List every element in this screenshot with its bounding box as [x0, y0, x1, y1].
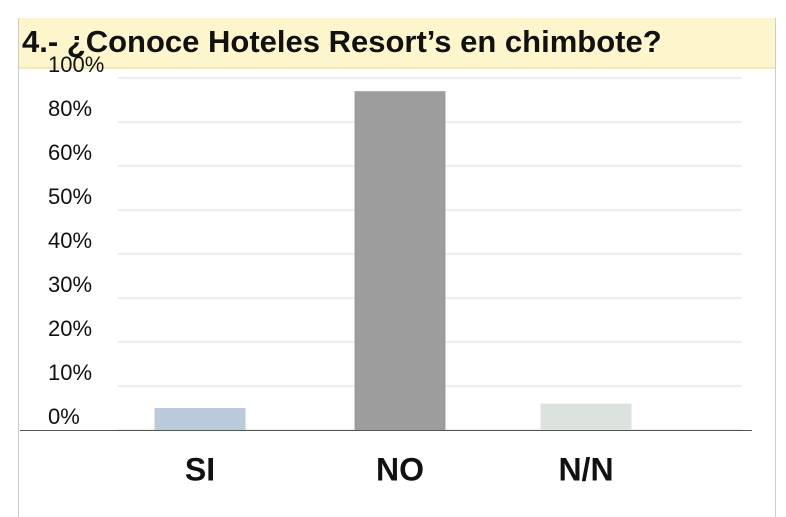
title-bar: [18, 18, 776, 68]
bar: [354, 91, 446, 430]
y-tick-label: 100%: [48, 52, 104, 77]
y-tick-label: 30%: [48, 272, 92, 297]
y-tick-label: 40%: [48, 228, 92, 253]
y-tick-label: 20%: [48, 316, 92, 341]
y-tick-label: 50%: [48, 184, 92, 209]
y-tick-label: 80%: [48, 96, 92, 121]
bar: [540, 403, 632, 430]
x-tick-label: SI: [185, 451, 215, 487]
chart-title: 4.- ¿Conoce Hoteles Resort’s en chimbote…: [22, 24, 662, 59]
y-tick-label: 10%: [48, 360, 92, 385]
y-tick-label: 60%: [48, 140, 92, 165]
bar: [154, 408, 246, 430]
y-tick-label: 0%: [48, 404, 80, 429]
x-tick-label: NO: [376, 451, 424, 487]
x-tick-label: N/N: [558, 451, 613, 487]
